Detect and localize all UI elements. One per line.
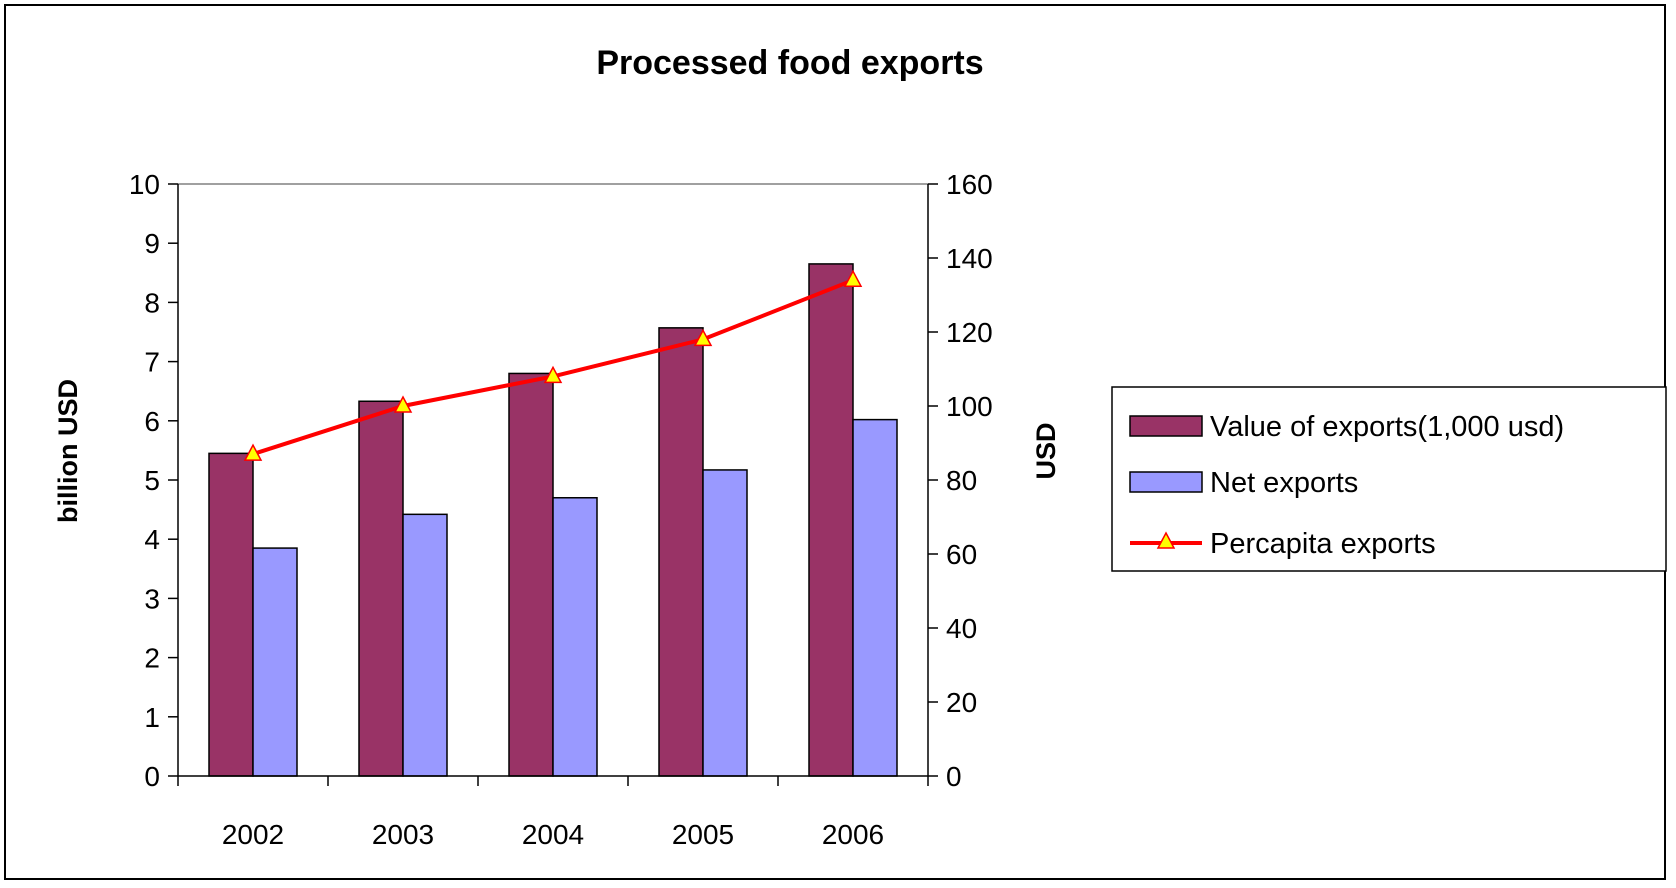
y-tick-label-3: 3: [144, 583, 160, 614]
y-tick-label-9: 9: [144, 228, 160, 259]
legend-swatch-net-exports: [1129, 471, 1203, 493]
marker-percapita-exports-2003: [393, 395, 413, 413]
bar-net-exports-2003: [402, 513, 448, 777]
y-tick-label-8: 8: [144, 287, 160, 318]
marker-percapita-exports-2002: [243, 443, 263, 461]
x-tick-label-2005: 2005: [672, 819, 734, 850]
legend-box: [1111, 386, 1667, 572]
y-tick-label-5: 5: [144, 465, 160, 496]
legend-swatch-value-of-exports: [1129, 415, 1203, 437]
y2-tick-label-20: 20: [946, 687, 977, 718]
x-tick-label-2004: 2004: [522, 819, 584, 850]
marker-percapita-exports-2006: [843, 269, 863, 287]
legend-label-value-of-exports: Value of exports(1,000 usd): [1210, 411, 1564, 443]
y2-axis-label: USD: [1031, 422, 1061, 479]
x-tick-label-2006: 2006: [822, 819, 884, 850]
bar-value-of-exports-1-000-usd-2004: [508, 372, 554, 777]
chart-title: Processed food exports: [596, 44, 983, 82]
y2-tick-label-120: 120: [946, 317, 993, 348]
x-tick-label-2003: 2003: [372, 819, 434, 850]
y-axis-label: billion USD: [53, 379, 83, 523]
bar-net-exports-2004: [552, 497, 598, 777]
y-tick-label-7: 7: [144, 347, 160, 378]
bar-value-of-exports-1-000-usd-2002: [208, 452, 254, 777]
legend-label-percapita-exports: Percapita exports: [1210, 528, 1436, 560]
y-tick-label-1: 1: [144, 702, 160, 733]
y-tick-label-2: 2: [144, 643, 160, 674]
y2-tick-label-140: 140: [946, 243, 993, 274]
x-tick-label-2002: 2002: [222, 819, 284, 850]
bar-net-exports-2002: [252, 547, 298, 777]
bar-value-of-exports-1-000-usd-2003: [358, 400, 404, 777]
bar-value-of-exports-1-000-usd-2006: [808, 263, 854, 777]
y-tick-label-6: 6: [144, 406, 160, 437]
marker-percapita-exports-2005: [693, 328, 713, 347]
bar-net-exports-2005: [702, 469, 748, 777]
y2-tick-label-80: 80: [946, 465, 977, 496]
y2-tick-label-60: 60: [946, 539, 977, 570]
bar-value-of-exports-1-000-usd-2005: [658, 327, 704, 777]
legend: Value of exports(1,000 usd) Net exports …: [1111, 386, 1667, 572]
marker-percapita-exports-2004: [543, 365, 563, 384]
y2-tick-label-160: 160: [946, 169, 993, 200]
y-tick-label-10: 10: [129, 169, 160, 200]
y2-tick-label-40: 40: [946, 613, 977, 644]
y-tick-label-4: 4: [144, 524, 160, 555]
y2-tick-label-100: 100: [946, 391, 993, 422]
bar-net-exports-2006: [852, 418, 898, 777]
legend-label-net-exports: Net exports: [1210, 467, 1358, 499]
y-tick-label-0: 0: [144, 761, 160, 792]
y2-tick-label-0: 0: [946, 761, 962, 792]
legend-swatch-percapita-marker: [1156, 531, 1176, 549]
